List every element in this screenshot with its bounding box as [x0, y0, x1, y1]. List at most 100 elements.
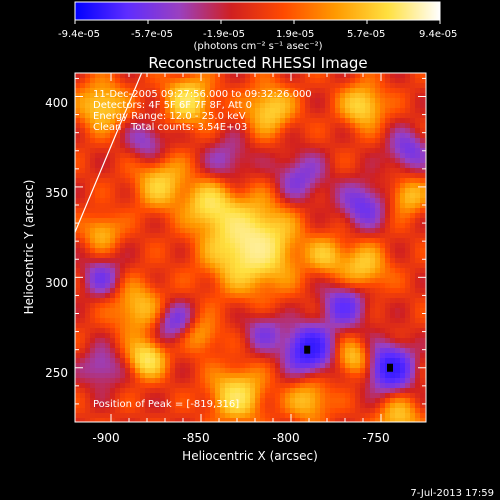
heatmap-cell — [230, 378, 236, 384]
heatmap-cell — [395, 368, 401, 374]
heatmap-cell — [385, 233, 391, 239]
heatmap-cell — [285, 218, 291, 224]
heatmap-cell — [345, 113, 351, 119]
heatmap-cell — [355, 413, 361, 419]
heatmap-cell — [285, 313, 291, 319]
heatmap-cell — [130, 378, 136, 384]
heatmap-cell — [365, 373, 371, 379]
heatmap-cell — [295, 128, 301, 134]
heatmap-cell — [325, 133, 331, 139]
heatmap-cell — [250, 148, 256, 154]
heatmap-cell — [200, 203, 206, 209]
heatmap-cell — [125, 193, 131, 199]
heatmap-cell — [90, 263, 96, 269]
heatmap-cell — [110, 403, 116, 409]
heatmap-cell — [210, 88, 216, 94]
heatmap-cell — [85, 313, 91, 319]
heatmap-cell — [80, 263, 86, 269]
heatmap-cell — [395, 273, 401, 279]
heatmap-cell — [165, 258, 171, 264]
heatmap-cell — [315, 143, 321, 149]
heatmap-cell — [345, 363, 351, 369]
heatmap-cell — [75, 288, 81, 294]
heatmap-cell — [200, 133, 206, 139]
heatmap-cell — [385, 253, 391, 259]
heatmap-cell — [330, 208, 336, 214]
heatmap-cell — [130, 158, 136, 164]
heatmap-cell — [220, 243, 226, 249]
heatmap-cell — [200, 83, 206, 89]
heatmap-cell — [100, 418, 106, 422]
heatmap-cell — [220, 343, 226, 349]
heatmap-cell — [95, 343, 101, 349]
heatmap-cell — [285, 383, 291, 389]
heatmap-cell — [265, 138, 271, 144]
heatmap-cell — [100, 383, 106, 389]
heatmap-cell — [370, 148, 376, 154]
heatmap-cell — [375, 233, 381, 239]
heatmap-cell — [270, 408, 276, 414]
heatmap-cell — [260, 198, 266, 204]
heatmap-cell — [320, 228, 326, 234]
heatmap-cell — [415, 118, 421, 124]
heatmap-cell — [135, 93, 141, 99]
heatmap-cell — [280, 178, 286, 184]
heatmap-cell — [300, 308, 306, 314]
heatmap-cell — [285, 298, 291, 304]
heatmap-cell — [130, 403, 136, 409]
heatmap-cell — [195, 258, 201, 264]
heatmap-cell — [210, 253, 216, 259]
heatmap-cell — [175, 208, 181, 214]
heatmap-cell — [80, 98, 86, 104]
heatmap-cell — [120, 298, 126, 304]
heatmap-cell — [265, 223, 271, 229]
heatmap-cell — [335, 183, 341, 189]
heatmap-cell — [115, 268, 121, 274]
heatmap-cell — [310, 143, 316, 149]
heatmap-cell — [195, 238, 201, 244]
heatmap-cell — [320, 398, 326, 404]
heatmap-cell — [155, 193, 161, 199]
heatmap-cell — [250, 328, 256, 334]
heatmap-cell — [390, 263, 396, 269]
heatmap-cell — [190, 173, 196, 179]
heatmap-cell — [75, 373, 81, 379]
heatmap-cell — [155, 123, 161, 129]
heatmap-cell — [310, 233, 316, 239]
heatmap-cell — [190, 413, 196, 419]
heatmap-cell — [85, 418, 91, 422]
heatmap-cell — [110, 193, 116, 199]
heatmap-cell — [330, 263, 336, 269]
heatmap-cell — [410, 178, 416, 184]
heatmap-cell — [205, 258, 211, 264]
heatmap-cell — [205, 228, 211, 234]
heatmap-cell — [250, 193, 256, 199]
heatmap-cell — [215, 243, 221, 249]
heatmap-cell — [360, 168, 366, 174]
heatmap-cell — [400, 318, 406, 324]
heatmap-cell — [420, 278, 426, 284]
heatmap-cell — [320, 128, 326, 134]
heatmap-cell — [365, 248, 371, 254]
heatmap-cell — [385, 333, 391, 339]
heatmap-cell — [75, 393, 81, 399]
heatmap-cell — [280, 413, 286, 419]
heatmap-cell — [195, 178, 201, 184]
heatmap-cell — [265, 418, 271, 422]
heatmap-cell — [90, 383, 96, 389]
heatmap-cell — [395, 228, 401, 234]
heatmap-cell — [110, 163, 116, 169]
heatmap-cell — [155, 213, 161, 219]
heatmap-cell — [285, 293, 291, 299]
heatmap-cell — [355, 223, 361, 229]
heatmap-cell — [250, 418, 256, 422]
heatmap-cell — [280, 188, 286, 194]
heatmap-cell — [120, 208, 126, 214]
heatmap-cell — [420, 78, 426, 84]
heatmap-cell — [400, 393, 406, 399]
heatmap-cell — [235, 263, 241, 269]
heatmap-cell — [230, 148, 236, 154]
heatmap-cell — [355, 358, 361, 364]
heatmap-cell — [375, 143, 381, 149]
heatmap-cell — [270, 383, 276, 389]
